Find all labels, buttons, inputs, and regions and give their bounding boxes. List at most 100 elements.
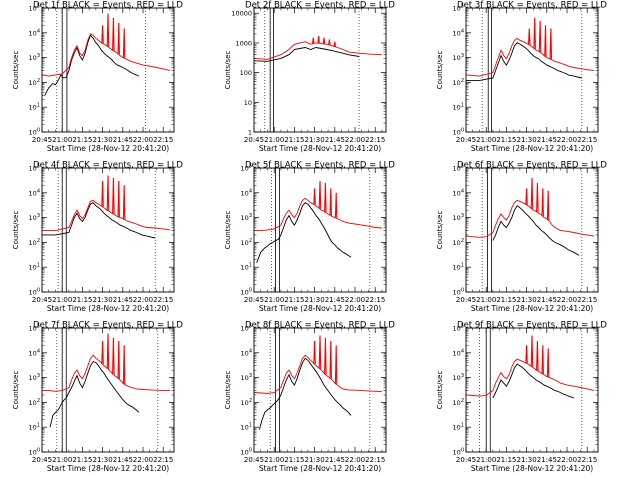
lld-spike [313,340,316,365]
panel-data [466,17,595,81]
y-tick-label: 102 [29,398,40,407]
x-tick-label: 22:00 [557,456,577,464]
x-tick-label: 21:45 [537,136,557,144]
x-tick-label: 21:15 [72,296,92,304]
x-tick-label: 22:15 [153,296,173,304]
y-axis-title: Counts/sec [224,371,232,410]
lld-spike [324,182,327,213]
y-tick-label: 102 [453,238,464,247]
y-tick-label: 101 [29,103,40,112]
x-tick-label: 21:30 [517,296,537,304]
y-tick-label: 105 [29,164,40,173]
y-tick-label: 105 [241,324,252,333]
panel-data [42,175,171,239]
events-series-line [492,205,580,256]
lld-spike [101,25,104,44]
y-tick-label: 101 [453,263,464,272]
lld-spike [544,25,547,57]
x-tick-label: 22:15 [153,136,173,144]
x-tick-label: 21:45 [113,456,133,464]
x-tick-label: 22:00 [133,296,153,304]
lld-spike [533,17,536,49]
y-tick-label: 102 [29,238,40,247]
x-tick-label: 22:15 [153,456,173,464]
y-axis-title: Counts/sec [224,51,232,90]
x-tick-label: 21:00 [52,296,72,304]
x-tick-label: 21:30 [305,296,325,304]
x-tick-label: 21:45 [537,456,557,464]
det-panel-5: Det 5f BLACK = Events, RED = LLD 100 101 10… [224,161,395,314]
y-tick-label: 101 [453,103,464,112]
y-tick-label: 103 [453,53,464,62]
y-tick-label: 101 [29,263,40,272]
lld-spike [329,188,332,216]
x-tick-label: 20:45 [32,296,52,304]
x-axis-title: Start Time (28-Nov-12 20:41:20) [471,304,593,313]
det-panel-4: Det 4f BLACK = Events, RED = LLD 100 101 10… [12,161,183,314]
lld-series-line [466,199,595,238]
y-tick-label: 100 [453,288,464,297]
lld-spike [546,190,550,221]
x-tick-label: 21:00 [476,136,496,144]
x-tick-label: 21:00 [264,136,284,144]
panel-data [42,333,170,428]
x-tick-label: 20:45 [32,136,52,144]
y-tick-label: 101 [453,423,464,432]
lld-spike [530,335,534,367]
lld-spike [112,337,115,375]
y-axis-title: Counts/sec [12,211,20,250]
lld-spike [313,188,316,205]
y-axis-title: Counts/sec [12,51,20,90]
lld-spike [311,37,315,44]
y-tick-label: 100 [241,288,252,297]
y-tick-label: 101 [29,423,40,432]
lld-spike [122,345,126,385]
panel-title: Det 5f BLACK = Events, RED = LLD [245,161,395,171]
y-tick-label: 104 [241,188,252,197]
x-axis-title: Start Time (28-Nov-12 20:41:20) [47,144,169,153]
lld-series-line [254,41,383,60]
x-axis-title: Start Time (28-Nov-12 20:41:20) [259,464,381,473]
lld-series-line [254,354,383,394]
lld-spike [538,20,542,53]
x-tick-label: 21:15 [496,456,516,464]
x-tick-label: 22:15 [577,296,597,304]
x-tick-label: 21:00 [52,456,72,464]
x-tick-label: 21:45 [325,136,345,144]
x-tick-label: 21:15 [496,136,516,144]
x-tick-label: 20:45 [244,296,264,304]
y-tick-label: 104 [29,28,40,37]
lld-spike [549,28,553,60]
x-tick-label: 22:15 [365,136,385,144]
panel-data [254,335,383,430]
x-tick-label: 21:45 [537,296,557,304]
det-panel-1: Det 1f BLACK = Events, RED = LLD 100 101 10… [12,1,183,154]
lld-spike [318,335,322,369]
x-tick-label: 20:45 [244,136,264,144]
lld-series-line [466,37,595,77]
panel-data [466,335,595,399]
y-tick-label: 104 [453,188,464,197]
x-tick-label: 22:00 [557,296,577,304]
x-axis-title: Start Time (28-Nov-12 20:41:20) [471,144,593,153]
x-tick-label: 21:15 [284,456,304,464]
panel-data [254,180,383,263]
x-tick-label: 21:00 [264,296,284,304]
events-series-line [256,202,352,263]
lld-spike [334,345,338,385]
lld-spike [527,28,531,45]
lld-spike [530,177,534,209]
x-tick-label: 22:00 [345,456,365,464]
y-tick-label: 1000 [235,39,252,47]
y-tick-label: 100 [241,448,252,457]
lld-spike [546,348,550,378]
lld-spike [117,180,120,218]
y-tick-label: 104 [453,28,464,37]
lld-spike [106,13,110,47]
y-tick-label: 100 [240,69,252,77]
x-tick-label: 21:30 [93,136,113,144]
x-tick-label: 21:30 [93,296,113,304]
lld-spike [541,345,544,375]
lld-spike [324,337,327,375]
y-tick-label: 105 [241,164,252,173]
